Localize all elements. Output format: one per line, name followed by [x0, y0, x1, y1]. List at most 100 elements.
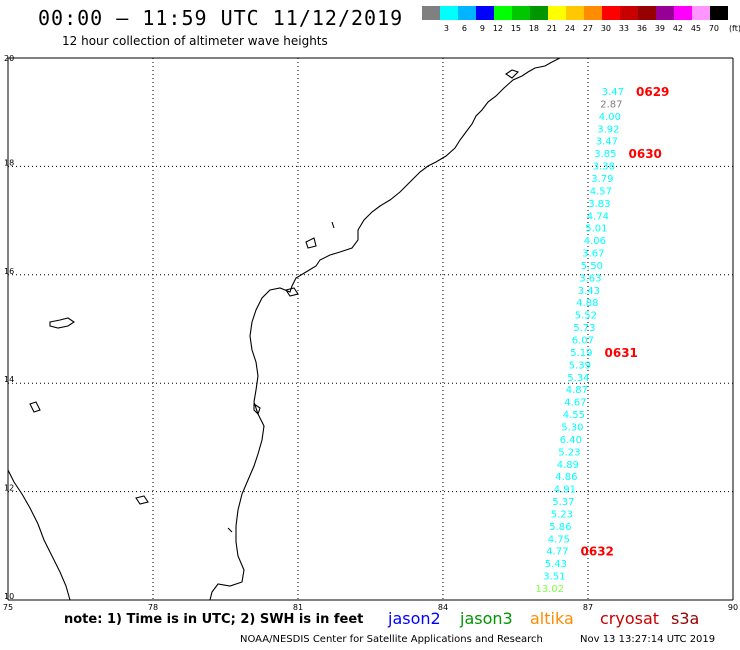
wave-height-value: 3.43 — [578, 286, 600, 297]
legend-swatch — [422, 6, 440, 20]
legend-swatch — [638, 6, 656, 20]
legend-unit: (ft) — [728, 24, 740, 33]
x-tick-label: 75 — [3, 603, 13, 612]
y-axis-ticks: 20 18 16 14 12 10 — [4, 54, 14, 601]
y-tick-label: 14 — [4, 375, 14, 384]
legend-swatch — [566, 6, 584, 20]
y-tick-label: 16 — [4, 267, 14, 276]
legend-swatch — [512, 6, 530, 20]
y-tick-label: 10 — [4, 592, 14, 601]
legend-swatch — [494, 6, 512, 20]
coastline-west — [7, 469, 71, 601]
legend-label: 36 — [636, 24, 647, 33]
wave-height-value: 5.19 — [570, 348, 592, 359]
island-8 — [227, 527, 233, 533]
legend-label: 27 — [582, 24, 593, 33]
wave-height-value: 3.83 — [588, 199, 610, 210]
legend-swatch — [548, 6, 566, 20]
wave-height-value: 4.74 — [587, 211, 609, 222]
wave-height-value: 5.73 — [573, 323, 595, 334]
wave-height-value: 3.63 — [579, 273, 601, 284]
legend-label: 3 — [443, 24, 449, 33]
legend-swatch — [476, 6, 494, 20]
wave-height-value: 6.07 — [572, 336, 594, 347]
island-1 — [49, 317, 75, 329]
coastline — [7, 57, 561, 601]
wave-height-value: 5.50 — [581, 261, 603, 272]
wave-height-value: 4.06 — [584, 236, 606, 247]
legend-label: 70 — [708, 24, 719, 33]
wave-height-value: 5.43 — [545, 559, 567, 570]
time-mark-label: 0632 — [581, 545, 614, 559]
legend-label: 9 — [479, 24, 485, 33]
legend-swatch — [710, 6, 728, 20]
wave-height-value: 5.30 — [561, 422, 583, 433]
wave-height-value: 6.40 — [560, 435, 582, 446]
wave-height-value: 5.34 — [567, 373, 589, 384]
island-4 — [305, 237, 317, 249]
legend-jason2: jason2 — [388, 609, 441, 628]
map-title: 00:00 – 11:59 UTC 11/12/2019 — [38, 6, 404, 30]
wave-height-value: 5.23 — [551, 509, 573, 520]
wave-height-value: 4.88 — [576, 298, 598, 309]
legend-altika: altika — [530, 609, 574, 628]
island-2 — [29, 401, 41, 413]
note-text: note: 1) Time is in UTC; 2) SWH is in fe… — [64, 612, 364, 627]
wave-height-value: 2.87 — [600, 99, 622, 110]
wave-height-value: 3.85 — [594, 149, 616, 160]
legend-label: 24 — [564, 24, 575, 33]
legend-swatch — [620, 6, 638, 20]
island-9 — [285, 287, 299, 297]
map-subtitle: 12 hour collection of altimeter wave hei… — [62, 34, 328, 48]
wave-height-value: 4.67 — [564, 398, 586, 409]
wave-height-value: 3.92 — [597, 124, 619, 135]
wave-height-value: 4.75 — [548, 534, 570, 545]
wave-height-value: 5.39 — [569, 360, 591, 371]
wave-height-value: 4.89 — [557, 460, 579, 471]
legend-s3a: s3a — [671, 609, 700, 628]
legend-swatch — [530, 6, 548, 20]
y-tick-label: 12 — [4, 484, 14, 493]
legend-label: 33 — [618, 24, 629, 33]
wave-height-value: 5.86 — [549, 522, 571, 533]
footer-credit: NOAA/NESDIS Center for Satellite Applica… — [240, 634, 543, 645]
legend-cryosat: cryosat — [600, 609, 660, 628]
x-tick-label: 78 — [148, 603, 158, 612]
wave-height-value: 5.52 — [575, 311, 597, 322]
legend-swatch — [602, 6, 620, 20]
legend-jason3: jason3 — [460, 609, 513, 628]
legend-label: 42 — [672, 24, 683, 33]
wave-height-value: 3.79 — [591, 174, 613, 185]
wave-height-value: 3.47 — [602, 87, 624, 98]
x-tick-label: 87 — [583, 603, 593, 612]
x-tick-label: 90 — [728, 603, 738, 612]
legend-label: 15 — [510, 24, 521, 33]
wave-height-value: 5.37 — [552, 497, 574, 508]
island-6 — [505, 69, 520, 79]
wave-height-value: 4.91 — [554, 485, 576, 496]
wave-height-value: 4.00 — [599, 112, 621, 123]
island-5 — [331, 221, 335, 229]
wave-height-value: 4.86 — [555, 472, 577, 483]
wave-height-value: 4.87 — [566, 385, 588, 396]
y-tick-label: 20 — [4, 54, 14, 63]
legend-label: 39 — [654, 24, 665, 33]
legend-label: 21 — [546, 24, 557, 33]
legend-swatches — [422, 6, 740, 20]
map-grid — [7, 57, 734, 601]
legend-labels: 3 6 9 12 15 18 21 24 27 30 33 36 39 42 45 70 (ft) — [422, 24, 740, 33]
legend-label: 45 — [690, 24, 701, 33]
y-tick-label: 18 — [4, 158, 14, 167]
wave-height-value: 3.47 — [596, 137, 618, 148]
legend-swatch — [656, 6, 674, 20]
x-tick-label: 81 — [293, 603, 303, 612]
legend-label: 18 — [528, 24, 539, 33]
island-3 — [135, 495, 149, 505]
legend-swatch — [674, 6, 692, 20]
color-legend: 3 6 9 12 15 18 21 24 27 30 33 36 39 42 45 70 (ft) — [422, 6, 740, 33]
wave-height-value: 13.02 — [535, 584, 564, 595]
time-mark-label: 0631 — [605, 346, 638, 360]
wave-height-value: 3.38 — [593, 162, 615, 173]
wave-height-value: 4.55 — [563, 410, 585, 421]
wave-height-value: 3.67 — [582, 249, 604, 260]
